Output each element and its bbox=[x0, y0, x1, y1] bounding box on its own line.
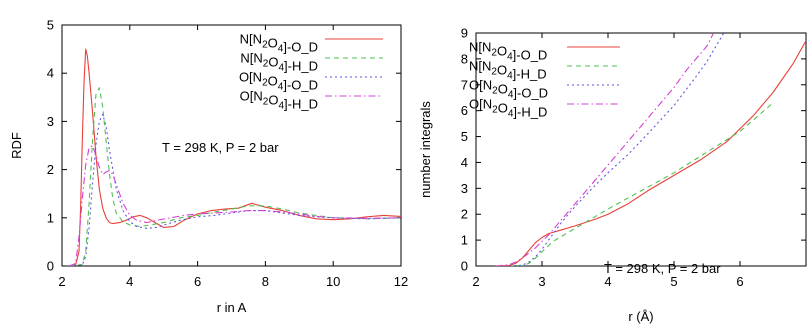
rdf-series-line-4 bbox=[68, 144, 401, 266]
integrals-ytick-label: 8 bbox=[461, 51, 468, 66]
rdf-ytick-label: 4 bbox=[47, 66, 54, 81]
integrals-xtick-label: 5 bbox=[670, 274, 677, 289]
integrals-ytick-label: 6 bbox=[461, 103, 468, 118]
rdf-ytick-label: 2 bbox=[47, 162, 54, 177]
rdf-xtick-label: 6 bbox=[194, 274, 201, 289]
integrals-annotation: T = 298 K, P = 2 bar bbox=[604, 261, 721, 276]
integrals-legend-label: N[N2O4]-O_D bbox=[469, 40, 547, 63]
rdf-legend-label: N[N2O4]-O_D bbox=[240, 32, 318, 55]
integrals-legend-label: O[N2O4]-O_D bbox=[469, 78, 548, 101]
rdf-series-line-2 bbox=[68, 87, 401, 266]
rdf-xtick-label: 8 bbox=[262, 274, 269, 289]
rdf-ytick-label: 0 bbox=[47, 259, 54, 274]
integrals-chart: 0 1 2 3 4 5 6 7 8 9 2 3 4 5 6 r (Å) number integrals N[N2… bbox=[418, 26, 807, 324]
integrals-ylabel: number integrals bbox=[418, 101, 433, 198]
integrals-plot-frame bbox=[475, 32, 807, 267]
rdf-legend: N[N2O4]-O_DN[N2O4]-H_DO[N2O4]-O_DO[N2O4]… bbox=[239, 32, 383, 112]
rdf-xtick-label: 4 bbox=[126, 274, 133, 289]
integrals-series-line-3 bbox=[508, 33, 725, 266]
rdf-legend-label: O[N2O4]-H_D bbox=[240, 89, 318, 112]
rdf-ytick-label: 3 bbox=[47, 114, 54, 129]
rdf-ytick-label: 1 bbox=[47, 210, 54, 225]
integrals-ytick-label: 0 bbox=[461, 259, 468, 274]
rdf-ylabel: RDF bbox=[9, 132, 24, 159]
integrals-series-line-2 bbox=[508, 102, 774, 266]
integrals-series-group bbox=[495, 33, 806, 266]
rdf-xlabel: r in A bbox=[217, 300, 247, 315]
rdf-series-line-1 bbox=[68, 48, 401, 266]
integrals-ytick-label: 9 bbox=[461, 26, 468, 41]
integrals-legend: N[N2O4]-O_DN[N2O4]-H_DO[N2O4]-O_DO[N2O4]… bbox=[469, 40, 620, 120]
integrals-ytick-label: 5 bbox=[461, 129, 468, 144]
integrals-ytick-label: 4 bbox=[461, 155, 468, 170]
integrals-ytick-label: 1 bbox=[461, 233, 468, 248]
integrals-legend-label: O[N2O4]-H_D bbox=[469, 97, 547, 120]
rdf-xtick-label: 2 bbox=[58, 274, 65, 289]
rdf-legend-label: N[N2O4]-H_D bbox=[240, 51, 318, 74]
integrals-xtick-label: 4 bbox=[604, 274, 611, 289]
integrals-legend-label: N[N2O4]-H_D bbox=[469, 59, 547, 82]
integrals-xlabel: r (Å) bbox=[628, 309, 653, 324]
integrals-series-line-1 bbox=[495, 40, 806, 266]
integrals-xtick-label: 3 bbox=[538, 274, 545, 289]
rdf-xtick-label: 10 bbox=[326, 274, 340, 289]
rdf-series-group bbox=[68, 48, 401, 266]
integrals-ytick-label: 3 bbox=[461, 181, 468, 196]
rdf-legend-label: O[N2O4]-O_D bbox=[239, 70, 318, 93]
rdf-annotation: T = 298 K, P = 2 bar bbox=[162, 140, 279, 155]
integrals-ytick-label: 2 bbox=[461, 207, 468, 222]
rdf-ytick-label: 5 bbox=[47, 18, 54, 33]
integrals-series-line-4 bbox=[495, 33, 715, 266]
rdf-xtick-label: 12 bbox=[394, 274, 408, 289]
integrals-xtick-label: 2 bbox=[472, 274, 479, 289]
integrals-ytick-label: 7 bbox=[461, 77, 468, 92]
rdf-series-line-3 bbox=[68, 113, 401, 266]
rdf-plot-frame bbox=[61, 24, 402, 267]
integrals-xtick-label: 6 bbox=[736, 274, 743, 289]
